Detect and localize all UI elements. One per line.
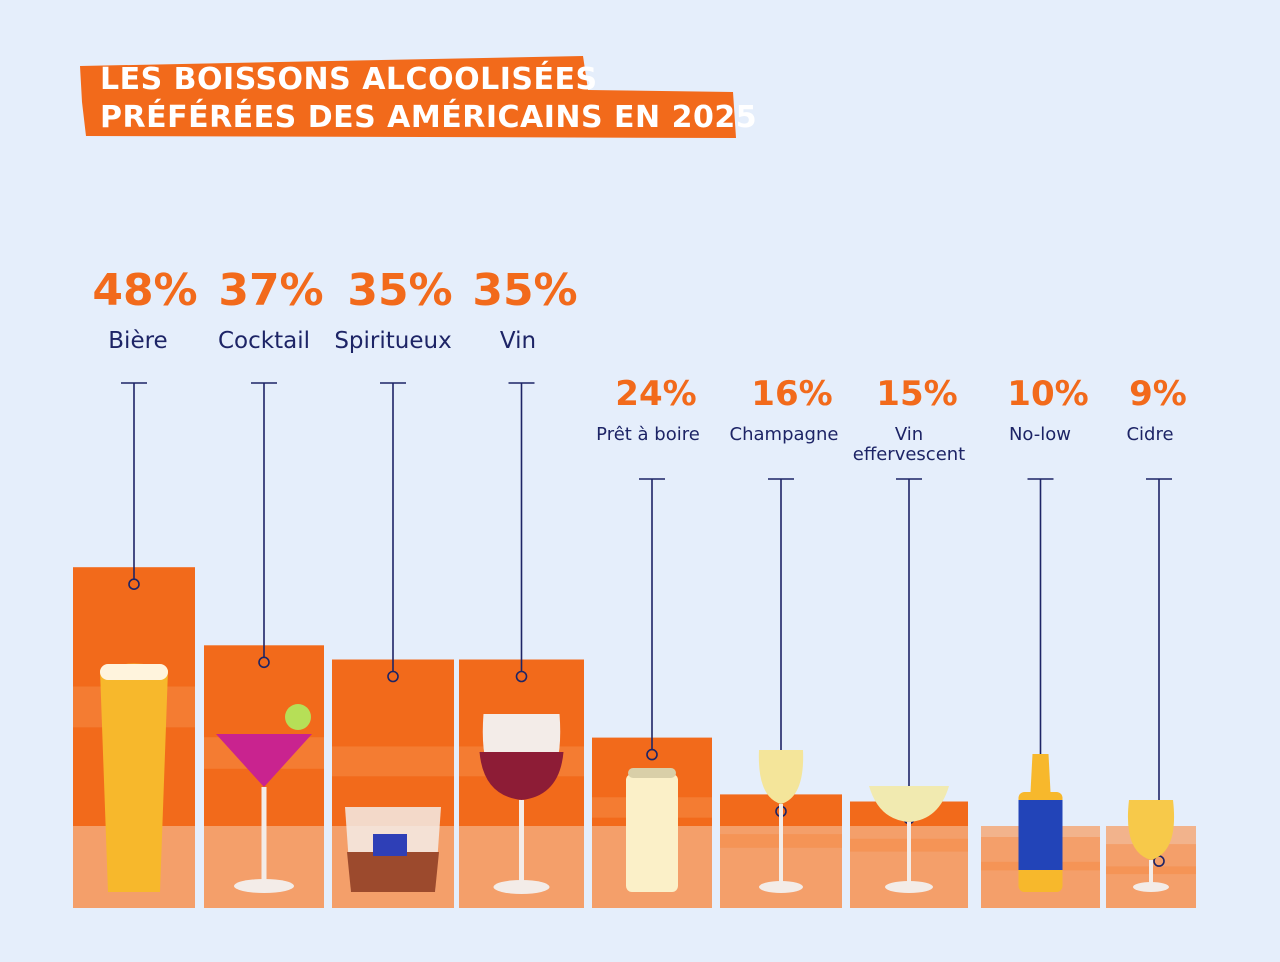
title-banner	[80, 56, 736, 138]
cocktail-glass-icon	[216, 704, 312, 893]
champagne-glass-icon	[758, 750, 804, 893]
category-label-biere: Bière	[108, 328, 167, 354]
beer-glass-icon	[100, 663, 168, 892]
value-label-vin-effervescent: 15%	[876, 374, 957, 414]
chart-title: LES BOISSONS ALCOOLISÉES PRÉFÉRÉES DES A…	[78, 52, 757, 142]
bar-group-champagne: 16% Champagne	[720, 374, 842, 908]
title-line-1: LES BOISSONS ALCOOLISÉES	[100, 62, 598, 97]
bar-texture-spiritueux	[332, 746, 454, 777]
leader-dot-cocktail	[258, 656, 270, 669]
category-label-champagne: Champagne	[730, 424, 839, 445]
value-label-cidre: 9%	[1129, 374, 1187, 414]
category-label-cocktail: Cocktail	[218, 328, 310, 354]
can-icon	[626, 768, 678, 892]
title-line-2: PRÉFÉRÉES DES AMÉRICAINS EN 2025	[100, 100, 758, 135]
value-label-pret-a-boire: 24%	[615, 374, 696, 414]
category-label-no-low: No-low	[1009, 424, 1071, 445]
whiskey-tumbler-icon	[345, 807, 441, 892]
value-label-no-low: 10%	[1007, 374, 1088, 414]
category-label-cidre: Cidre	[1126, 424, 1173, 445]
coupe-glass-icon	[869, 786, 949, 893]
category-label-vin-effervescent-1: effervescent	[853, 444, 966, 465]
bar-group-biere: 48% Bière	[73, 265, 198, 908]
value-label-spiritueux: 35%	[347, 265, 452, 316]
value-label-biere: 48%	[92, 265, 197, 316]
leader-dot-vin	[515, 670, 528, 683]
value-label-cocktail: 37%	[218, 265, 323, 316]
bar-group-cocktail: 37% Cocktail	[204, 265, 324, 908]
cider-glass-icon	[1127, 800, 1175, 892]
leader-dot-pret-a-boire	[646, 748, 658, 761]
category-label-pret-a-boire: Prêt à boire	[596, 424, 700, 445]
category-label-spiritueux: Spiritueux	[334, 328, 451, 354]
bar-group-vin: 35% Vin	[459, 265, 584, 908]
category-label-vin-effervescent: Vin	[895, 424, 923, 445]
bar-group-pret-a-boire: 24% Prêt à boire	[592, 374, 712, 908]
wine-glass-icon	[479, 714, 564, 894]
bar-group-cidre: 9% Cidre	[1106, 374, 1196, 908]
value-label-vin: 35%	[472, 265, 577, 316]
leader-dot-spiritueux	[387, 670, 399, 683]
value-label-champagne: 16%	[751, 374, 832, 414]
bar-group-spiritueux: 35% Spiritueux	[332, 265, 454, 908]
category-label-vin: Vin	[500, 328, 536, 354]
bar-group-no-low: 10% No-low	[981, 374, 1100, 908]
bottle-icon	[1018, 754, 1063, 892]
leader-dot-biere	[128, 578, 140, 591]
